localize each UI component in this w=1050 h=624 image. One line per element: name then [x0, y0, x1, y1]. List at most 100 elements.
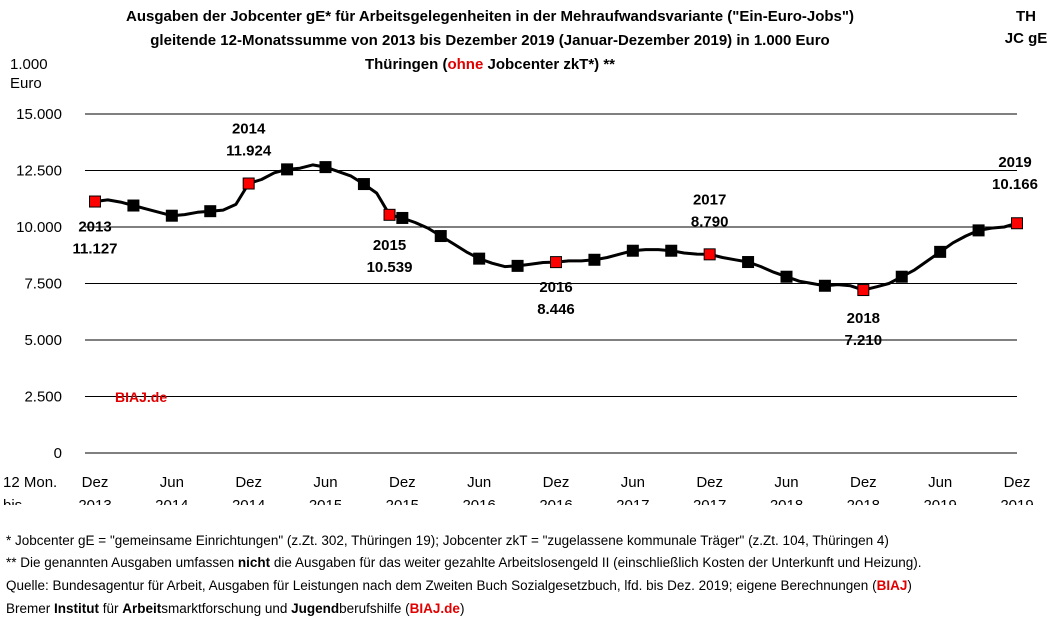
data-point-highlight — [857, 284, 870, 297]
data-point-highlight — [242, 177, 255, 190]
x-tick-year: 2014 — [155, 497, 188, 505]
data-point — [742, 256, 755, 269]
annotation-year: 2018 — [847, 310, 880, 327]
inst-d: Arbeit — [122, 601, 162, 616]
data-point — [934, 245, 947, 258]
data-point — [511, 259, 524, 272]
y-axis-label-line1: 1.000 — [10, 56, 48, 73]
annotation-value: 11.924 — [226, 143, 272, 160]
x-tick-year: 2019 — [1000, 497, 1033, 505]
y-tick-label: 2.500 — [24, 389, 62, 406]
inst-f: Jugend — [291, 601, 340, 616]
y-tick-label: 7.500 — [24, 276, 62, 293]
data-point — [588, 253, 601, 266]
x-tick-month: Dez — [235, 474, 262, 491]
y-tick-label: 0 — [54, 445, 62, 462]
footnote-institute: Bremer Institut für Arbeitsmarktforschun… — [6, 598, 464, 619]
data-point — [204, 205, 217, 218]
data-point — [626, 244, 639, 257]
annotation-value: 10.539 — [367, 259, 413, 276]
y-tick-label: 10.000 — [16, 219, 62, 236]
data-point-highlight — [703, 248, 716, 261]
corner-type: JC gE — [1004, 30, 1048, 47]
data-point — [396, 211, 409, 224]
chart-title-line1: Ausgaben der Jobcenter gE* für Arbeitsge… — [126, 8, 854, 25]
x-tick-year: 2013 — [78, 497, 111, 505]
watermark-biaj: BIAJ.de — [115, 389, 167, 405]
data-point — [473, 252, 486, 265]
x-tick-year: 2015 — [386, 497, 419, 505]
x-tick-month: Dez — [850, 474, 877, 491]
annotation-year: 2015 — [373, 237, 406, 254]
annotation-year: 2019 — [998, 154, 1031, 171]
x-tick-month: Dez — [389, 474, 416, 491]
inst-a: Bremer — [6, 601, 55, 616]
inst-h: BIAJ.de — [409, 601, 460, 616]
inst-e: smarktforschung und — [161, 601, 292, 616]
annotation-year: 2014 — [232, 121, 266, 138]
footnote-2-c: die Ausgaben für das weiter gezahlte Arb… — [270, 555, 922, 570]
corner-label: TH JC gE — [1002, 6, 1050, 50]
inst-b: Institut — [54, 601, 100, 616]
annotation-year: 2013 — [78, 219, 111, 236]
y-tick-label: 5.000 — [24, 332, 62, 349]
x-tick-month: Jun — [313, 474, 337, 491]
annotation-value: 8.446 — [537, 301, 575, 318]
annotation-year: 2017 — [693, 191, 726, 208]
chart-title-line2: gleitende 12-Monatssumme von 2013 bis De… — [150, 32, 830, 49]
x-axis-label-line2: bis ... — [3, 497, 39, 505]
data-point — [165, 209, 178, 222]
data-point — [319, 161, 332, 174]
x-tick-year: 2016 — [462, 497, 495, 505]
data-point — [434, 230, 447, 243]
data-point-highlight — [550, 256, 562, 269]
data-point — [357, 178, 370, 191]
x-tick-year: 2018 — [770, 497, 803, 505]
x-tick-month: Jun — [160, 474, 184, 491]
line-chart: 0 2.500 5.000 7.500 10.000 12.500 15.000 1.000 E… — [3, 56, 1038, 505]
x-tick-month: Jun — [774, 474, 798, 491]
x-tick-year: 2015 — [309, 497, 342, 505]
data-point-highlight — [1011, 217, 1023, 230]
data-point-highlight — [383, 208, 396, 221]
data-point — [281, 163, 294, 176]
footnote-2: ** Die genannten Ausgaben umfassen nicht… — [6, 552, 922, 573]
data-point-highlight — [89, 195, 101, 208]
annotation-value: 10.166 — [992, 176, 1038, 193]
x-tick-month: Jun — [621, 474, 645, 491]
x-tick-year: 2016 — [539, 497, 572, 505]
x-tick-year: 2017 — [693, 497, 726, 505]
y-axis-label-line2: Euro — [10, 75, 42, 92]
annotation-year: 2016 — [539, 279, 572, 296]
annotation-value: 8.790 — [691, 213, 729, 230]
x-axis-label-line1: 12 Mon. — [3, 474, 57, 491]
x-tick-month: Dez — [543, 474, 570, 491]
y-tick-label: 15.000 — [16, 106, 62, 123]
inst-c: für — [99, 601, 123, 616]
x-tick-year: 2017 — [616, 497, 649, 505]
corner-region: TH — [1016, 8, 1036, 25]
x-tick-year: 2014 — [232, 497, 265, 505]
data-point — [895, 270, 908, 283]
annotation-value: 7.210 — [845, 332, 883, 349]
x-tick-year: 2018 — [847, 497, 880, 505]
title-region: Thüringen ( — [364, 56, 448, 73]
x-tick-month: Dez — [696, 474, 723, 491]
source-biaj: BIAJ — [876, 578, 908, 593]
x-tick-year: 2019 — [923, 497, 956, 505]
title-region-tail: Jobcenter zkT*) ** — [483, 56, 616, 73]
source-text: Quelle: Bundesagentur für Arbeit, Ausgab… — [6, 578, 877, 593]
inst-i: ) — [459, 601, 465, 616]
footnote-1: * Jobcenter gE = "gemeinsame Einrichtung… — [6, 533, 889, 548]
title-ohne: ohne — [447, 56, 484, 73]
footnote-2-a: ** Die genannten Ausgaben umfassen — [6, 555, 238, 570]
chart-title-line3: Thüringen (ohne Jobcenter zkT*) ** — [60, 54, 920, 76]
x-tick-month: Jun — [467, 474, 491, 491]
y-tick-label: 12.500 — [16, 163, 62, 180]
x-tick-month: Dez — [1004, 474, 1031, 491]
data-point — [665, 244, 678, 257]
x-tick-month: Dez — [82, 474, 109, 491]
data-point — [972, 224, 985, 237]
source-close: ) — [907, 578, 912, 593]
footnote-source: Quelle: Bundesagentur für Arbeit, Ausgab… — [6, 575, 912, 596]
